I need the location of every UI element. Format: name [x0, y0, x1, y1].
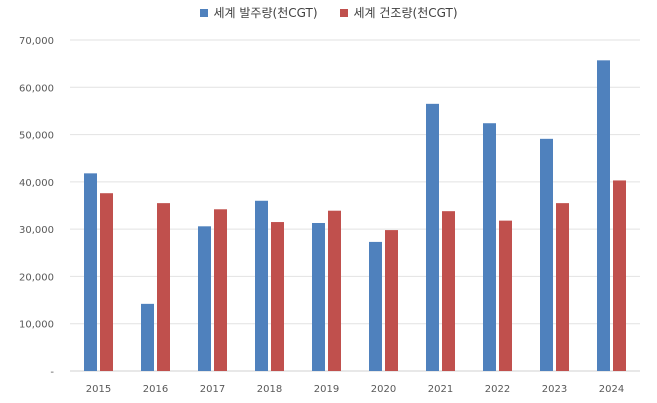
legend-label-orders: 세계 발주량(천CGT) — [213, 6, 318, 20]
bar — [426, 103, 439, 371]
bar — [255, 200, 268, 371]
x-tick-label: 2015 — [86, 384, 111, 395]
bar — [442, 211, 455, 371]
x-tick-label: 2023 — [542, 384, 567, 395]
bar — [540, 138, 553, 371]
x-tick-label: 2021 — [428, 384, 453, 395]
bar — [385, 230, 398, 371]
legend-swatch-deliveries — [339, 8, 348, 17]
legend-item-orders: 세계 발주량(천CGT) — [199, 4, 318, 21]
legend-label-deliveries: 세계 건조량(천CGT) — [353, 6, 458, 20]
x-tick-label: 2016 — [143, 384, 168, 395]
bar — [198, 226, 211, 371]
bar — [84, 173, 97, 371]
y-tick-label: 60,000 — [19, 83, 54, 94]
bar — [100, 193, 113, 371]
x-tick-label: 2018 — [257, 384, 282, 395]
x-tick-label: 2017 — [200, 384, 225, 395]
bar — [556, 203, 569, 371]
chart-legend: 세계 발주량(천CGT) 세계 건조량(천CGT) — [0, 4, 657, 21]
legend-item-deliveries: 세계 건조량(천CGT) — [339, 4, 458, 21]
y-tick-label: - — [50, 367, 54, 378]
y-tick-label: 20,000 — [19, 272, 54, 283]
bar — [597, 60, 610, 371]
bar — [369, 241, 382, 371]
x-tick-label: 2020 — [371, 384, 396, 395]
bar — [141, 303, 154, 371]
bar — [214, 209, 227, 371]
x-tick-label: 2022 — [485, 384, 510, 395]
bar — [157, 203, 170, 371]
y-tick-label: 70,000 — [19, 36, 54, 47]
y-tick-label: 40,000 — [19, 178, 54, 189]
x-tick-label: 2024 — [599, 384, 624, 395]
y-tick-label: 10,000 — [19, 320, 54, 331]
y-tick-label: 50,000 — [19, 131, 54, 142]
bar — [499, 220, 512, 371]
bar — [271, 222, 284, 371]
x-tick-label: 2019 — [314, 384, 339, 395]
y-tick-label: 30,000 — [19, 225, 54, 236]
bar — [483, 123, 496, 371]
bar — [613, 180, 626, 371]
bar — [328, 210, 341, 371]
legend-swatch-orders — [199, 8, 208, 17]
bar — [312, 222, 325, 371]
